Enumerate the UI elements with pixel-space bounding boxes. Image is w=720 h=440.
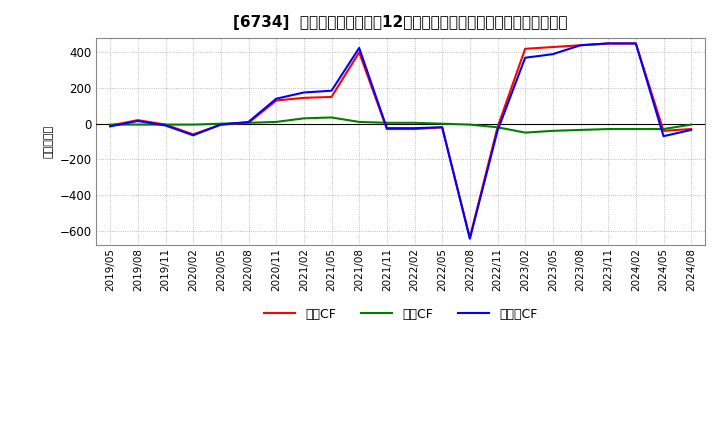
フリーCF	[300, 90, 308, 95]
Line: 投資CF: 投資CF	[110, 117, 691, 132]
営業CF	[604, 41, 613, 46]
投資CF	[272, 119, 281, 125]
Title: [6734]  キャッシュフローの12か月移動合計の対前年同期増減額の推移: [6734] キャッシュフローの12か月移動合計の対前年同期増減額の推移	[233, 15, 568, 30]
投資CF	[687, 122, 696, 127]
営業CF	[327, 94, 336, 99]
フリーCF	[244, 119, 253, 125]
営業CF	[521, 46, 529, 51]
投資CF	[438, 121, 446, 126]
営業CF	[300, 95, 308, 100]
営業CF	[410, 126, 419, 132]
営業CF	[244, 120, 253, 125]
投資CF	[161, 122, 170, 127]
投資CF	[244, 120, 253, 125]
営業CF	[438, 125, 446, 130]
投資CF	[106, 122, 114, 127]
投資CF	[660, 126, 668, 132]
フリーCF	[521, 55, 529, 60]
営業CF	[355, 50, 364, 55]
フリーCF	[631, 41, 640, 46]
フリーCF	[660, 134, 668, 139]
投資CF	[493, 125, 502, 130]
Line: フリーCF: フリーCF	[110, 44, 691, 239]
営業CF	[106, 123, 114, 128]
営業CF	[549, 44, 557, 50]
投資CF	[189, 122, 197, 127]
Legend: 営業CF, 投資CF, フリーCF: 営業CF, 投資CF, フリーCF	[258, 303, 543, 326]
投資CF	[410, 120, 419, 125]
営業CF	[189, 132, 197, 137]
投資CF	[521, 130, 529, 135]
フリーCF	[382, 125, 391, 131]
フリーCF	[438, 125, 446, 130]
投資CF	[327, 115, 336, 120]
フリーCF	[687, 127, 696, 132]
投資CF	[300, 116, 308, 121]
フリーCF	[410, 125, 419, 131]
営業CF	[382, 126, 391, 132]
営業CF	[133, 117, 142, 123]
Line: 営業CF: 営業CF	[110, 44, 691, 238]
フリーCF	[189, 132, 197, 138]
投資CF	[576, 127, 585, 132]
フリーCF	[604, 41, 613, 46]
営業CF	[161, 122, 170, 127]
投資CF	[355, 119, 364, 125]
営業CF	[660, 128, 668, 133]
投資CF	[604, 126, 613, 132]
投資CF	[133, 122, 142, 127]
営業CF	[576, 43, 585, 48]
投資CF	[466, 122, 474, 127]
投資CF	[217, 121, 225, 126]
フリーCF	[549, 51, 557, 57]
営業CF	[466, 235, 474, 241]
投資CF	[382, 120, 391, 125]
Y-axis label: （百万円）: （百万円）	[44, 125, 54, 158]
投資CF	[549, 128, 557, 133]
投資CF	[631, 126, 640, 132]
営業CF	[217, 122, 225, 127]
フリーCF	[272, 96, 281, 101]
フリーCF	[327, 88, 336, 93]
営業CF	[493, 125, 502, 130]
フリーCF	[493, 128, 502, 133]
営業CF	[272, 98, 281, 103]
フリーCF	[217, 122, 225, 127]
営業CF	[687, 126, 696, 132]
フリーCF	[161, 123, 170, 128]
フリーCF	[106, 124, 114, 129]
フリーCF	[466, 236, 474, 242]
フリーCF	[576, 43, 585, 48]
営業CF	[631, 41, 640, 46]
フリーCF	[355, 45, 364, 51]
フリーCF	[133, 118, 142, 124]
